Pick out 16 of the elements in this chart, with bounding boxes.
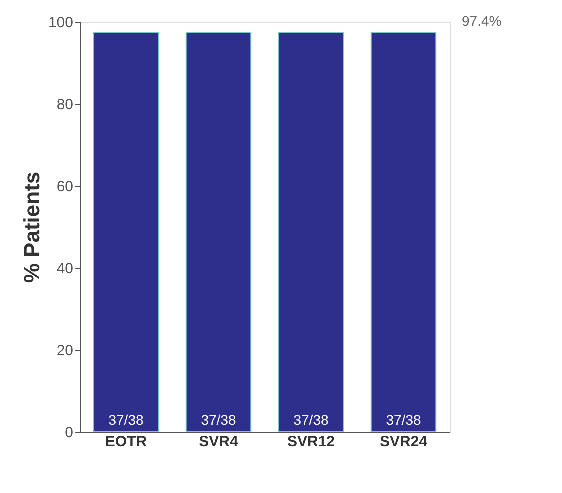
text: 97.4% [462,13,502,29]
y-tick-label: 20 [56,342,74,360]
y-tick-label: 0 [65,424,74,442]
x-tick-label: SVR12 [287,434,336,450]
data-label: 37/38 [294,412,329,428]
x-tick-label: SVR4 [199,434,239,450]
x-tick-label: SVR24 [380,434,428,450]
data-label: 37/38 [201,412,236,428]
y-tick-label: 80 [56,96,74,114]
y-tick-label: 60 [56,178,74,196]
y-tick-label: 40 [56,260,74,278]
x-tick-label: EOTR [105,434,148,450]
y-axis-title: % Patients [19,172,44,284]
data-label: 37/38 [108,412,144,428]
data-label: 37/38 [386,412,422,428]
y-tick-label: 100 [48,14,74,32]
